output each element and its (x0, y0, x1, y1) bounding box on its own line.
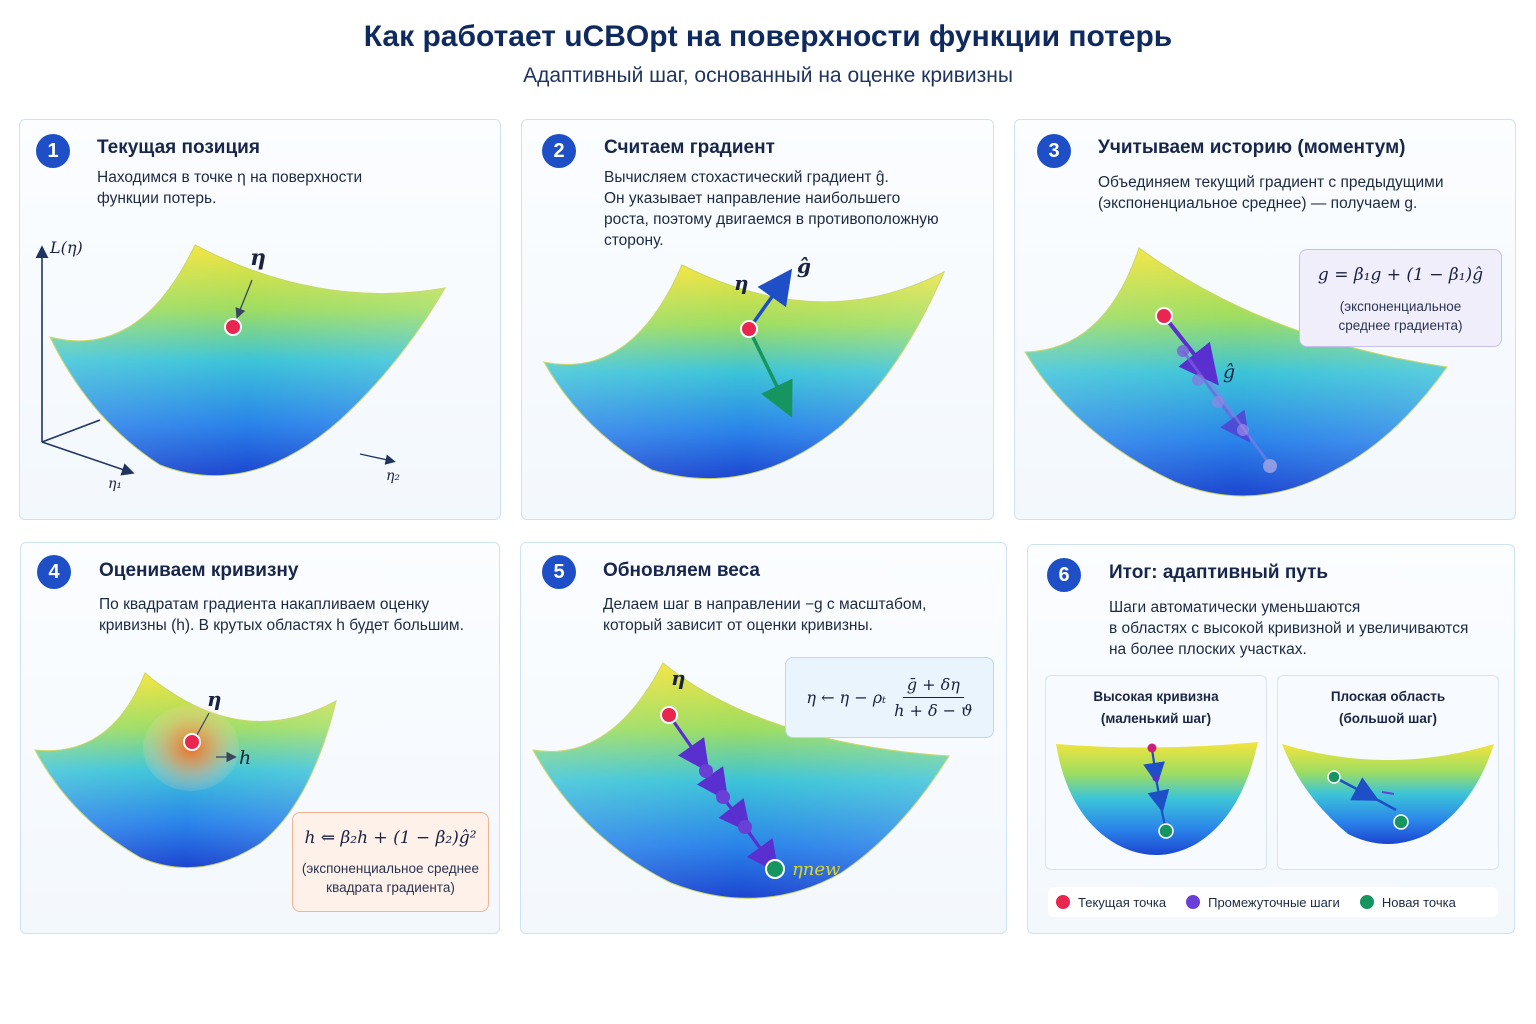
loss-surface-plot: L(η) η₁ η₂ η (35, 238, 446, 492)
curvature-formula: h ⇐ β₂h + (1 − β₂)ĝ² (304, 828, 477, 848)
gradient-arrow (747, 268, 793, 331)
momentum-formula: g = β₁g + (1 − β₁)ĝ (1317, 265, 1484, 285)
current-point (660, 706, 678, 724)
mini-plot-high-curvature: Высокая кривизна (маленький шаг) (1045, 675, 1267, 870)
panel-description: Вычисляем стохастический градиент ĝ. Он … (604, 169, 939, 249)
legend-item-current: Текущая точка (1056, 895, 1166, 910)
axis-y-label: η₂ (386, 468, 400, 484)
step-number-badge: 1 (36, 134, 70, 168)
loss-surface (543, 264, 946, 480)
axis-y (359, 453, 396, 465)
panel-momentum: 3 Учитываем историю (моментум) Объединяе… (1014, 119, 1516, 520)
loss-surface-plot: η ĝ (543, 254, 946, 480)
panel-weight-update: 5 Обновляем веса Делаем шаг в направлени… (520, 542, 1007, 934)
mini-plot-flat-region: Плоская область (большой шаг) (1277, 675, 1499, 870)
step-number-badge: 5 (542, 555, 576, 589)
axis-x-label: η₁ (108, 476, 122, 492)
gradient-label: ĝ (797, 254, 811, 278)
new-point (1393, 814, 1409, 830)
history-point (1212, 396, 1224, 408)
update-formula-box: η ← η − ρₜ ḡ + δη h + δ − ϑ (785, 657, 994, 738)
current-point (1147, 743, 1157, 753)
panel-adaptive-path: 6 Итог: адаптивный путь Шаги автоматичес… (1027, 544, 1515, 934)
gradient-label: ĝ (1223, 361, 1235, 383)
panel-title: Оцениваем кривизну (99, 560, 299, 581)
panel-title: Итог: адаптивный путь (1109, 562, 1329, 583)
history-point (1263, 459, 1277, 473)
intermediate-point (716, 790, 730, 804)
new-point (1158, 823, 1174, 839)
point-label: η (207, 687, 222, 711)
legend-item-new: Новая точка (1359, 895, 1456, 910)
start-point (1327, 770, 1341, 784)
update-step-arrow (718, 798, 751, 834)
update-step-arrow (745, 829, 779, 874)
new-point (765, 859, 785, 879)
momentum-arrow (1162, 314, 1219, 386)
legend: Текущая точка Промежуточные шаги Новая т… (1048, 887, 1498, 917)
high-curvature-surface (1056, 742, 1258, 855)
panel-description: Делаем шаг в направлении −g с масштабом,… (603, 596, 927, 634)
panel-title: Обновляем веса (603, 560, 760, 581)
current-point (224, 318, 242, 336)
point-label: η (250, 245, 266, 271)
step-number-badge: 2 (542, 134, 576, 168)
formula-note: (экспоненциальное среднее квадрата гради… (301, 861, 480, 895)
update-formula-lhs: η ← η − ρₜ (806, 688, 887, 707)
update-formula-numerator: ḡ + δη (902, 675, 964, 698)
current-point (740, 320, 758, 338)
step-number-badge: 6 (1047, 558, 1081, 592)
panel-title: Считаем градиент (604, 137, 775, 158)
loss-surface (532, 662, 950, 899)
axis-z-label: L(η) (49, 238, 83, 257)
panel-title: Текущая позиция (97, 137, 260, 158)
legend-dot-current (1056, 895, 1070, 909)
formula-note: (экспоненциальное среднее градиента) (1338, 299, 1463, 333)
legend-dot-new (1359, 895, 1374, 909)
panel-description: Шаги автоматически уменьшаются в областя… (1109, 599, 1469, 658)
mini-plot-title: Высокая кривизна (маленький шаг) (1093, 689, 1219, 726)
panel-gradient: 2 Считаем градиент Вычисляем стохастичес… (521, 119, 994, 520)
descent-direction-arrow (747, 328, 793, 418)
mini-plot-title: Плоская область (большой шаг) (1330, 689, 1446, 726)
axis-x (41, 441, 135, 476)
panel-description: По квадратам градиента накапливаем оценк… (99, 596, 464, 634)
panel-description: Объединяем текущий градиент с предыдущим… (1098, 174, 1444, 212)
loss-surface (1024, 247, 1448, 497)
intermediate-point (738, 820, 752, 834)
curvature-formula-box: h ⇐ β₂h + (1 − β₂)ĝ² (экспоненциальное с… (292, 812, 489, 912)
history-point (1192, 374, 1204, 386)
update-step-arrow (667, 714, 710, 773)
current-point (1155, 307, 1173, 325)
legend-dot-intermediate (1186, 895, 1201, 909)
current-point (183, 733, 201, 751)
step-number-badge: 3 (1037, 134, 1071, 168)
history-point (1177, 345, 1189, 357)
new-point-label: ηnew (792, 859, 841, 880)
history-point (1237, 424, 1249, 436)
panel-title: Учитываем историю (моментум) (1098, 137, 1406, 158)
legend-item-intermediate: Промежуточные шаги (1186, 895, 1340, 910)
update-formula-denominator: h + δ − ϑ (894, 701, 973, 720)
page-title: Как работает uCBOpt на поверхности функц… (363, 20, 1173, 53)
loss-surface-plot: ĝ (1024, 247, 1448, 497)
momentum-formula-box: g = β₁g + (1 − β₁)ĝ (экспоненциальное ср… (1299, 249, 1502, 347)
point-label: η (671, 666, 686, 690)
curvature-label: h (239, 747, 251, 769)
flat-region-surface (1282, 744, 1494, 844)
intermediate-point (699, 764, 713, 778)
panel-current-position: 1 Текущая позиция Находимся в точке η на… (19, 119, 501, 520)
loss-surface (49, 244, 446, 477)
page-subtitle: Адаптивный шаг, основанный на оценке кри… (523, 64, 1013, 87)
step-number-badge: 4 (37, 555, 71, 589)
loss-surface-plot: η h (34, 672, 337, 869)
loss-surface-plot: η ηnew (532, 662, 950, 899)
panel-curvature: 4 Оцениваем кривизну По квадратам градие… (20, 542, 500, 934)
panel-description: Находимся в точке η на поверхности функц… (97, 169, 363, 207)
point-label: η (734, 271, 749, 295)
intermediate-point (1152, 774, 1160, 782)
